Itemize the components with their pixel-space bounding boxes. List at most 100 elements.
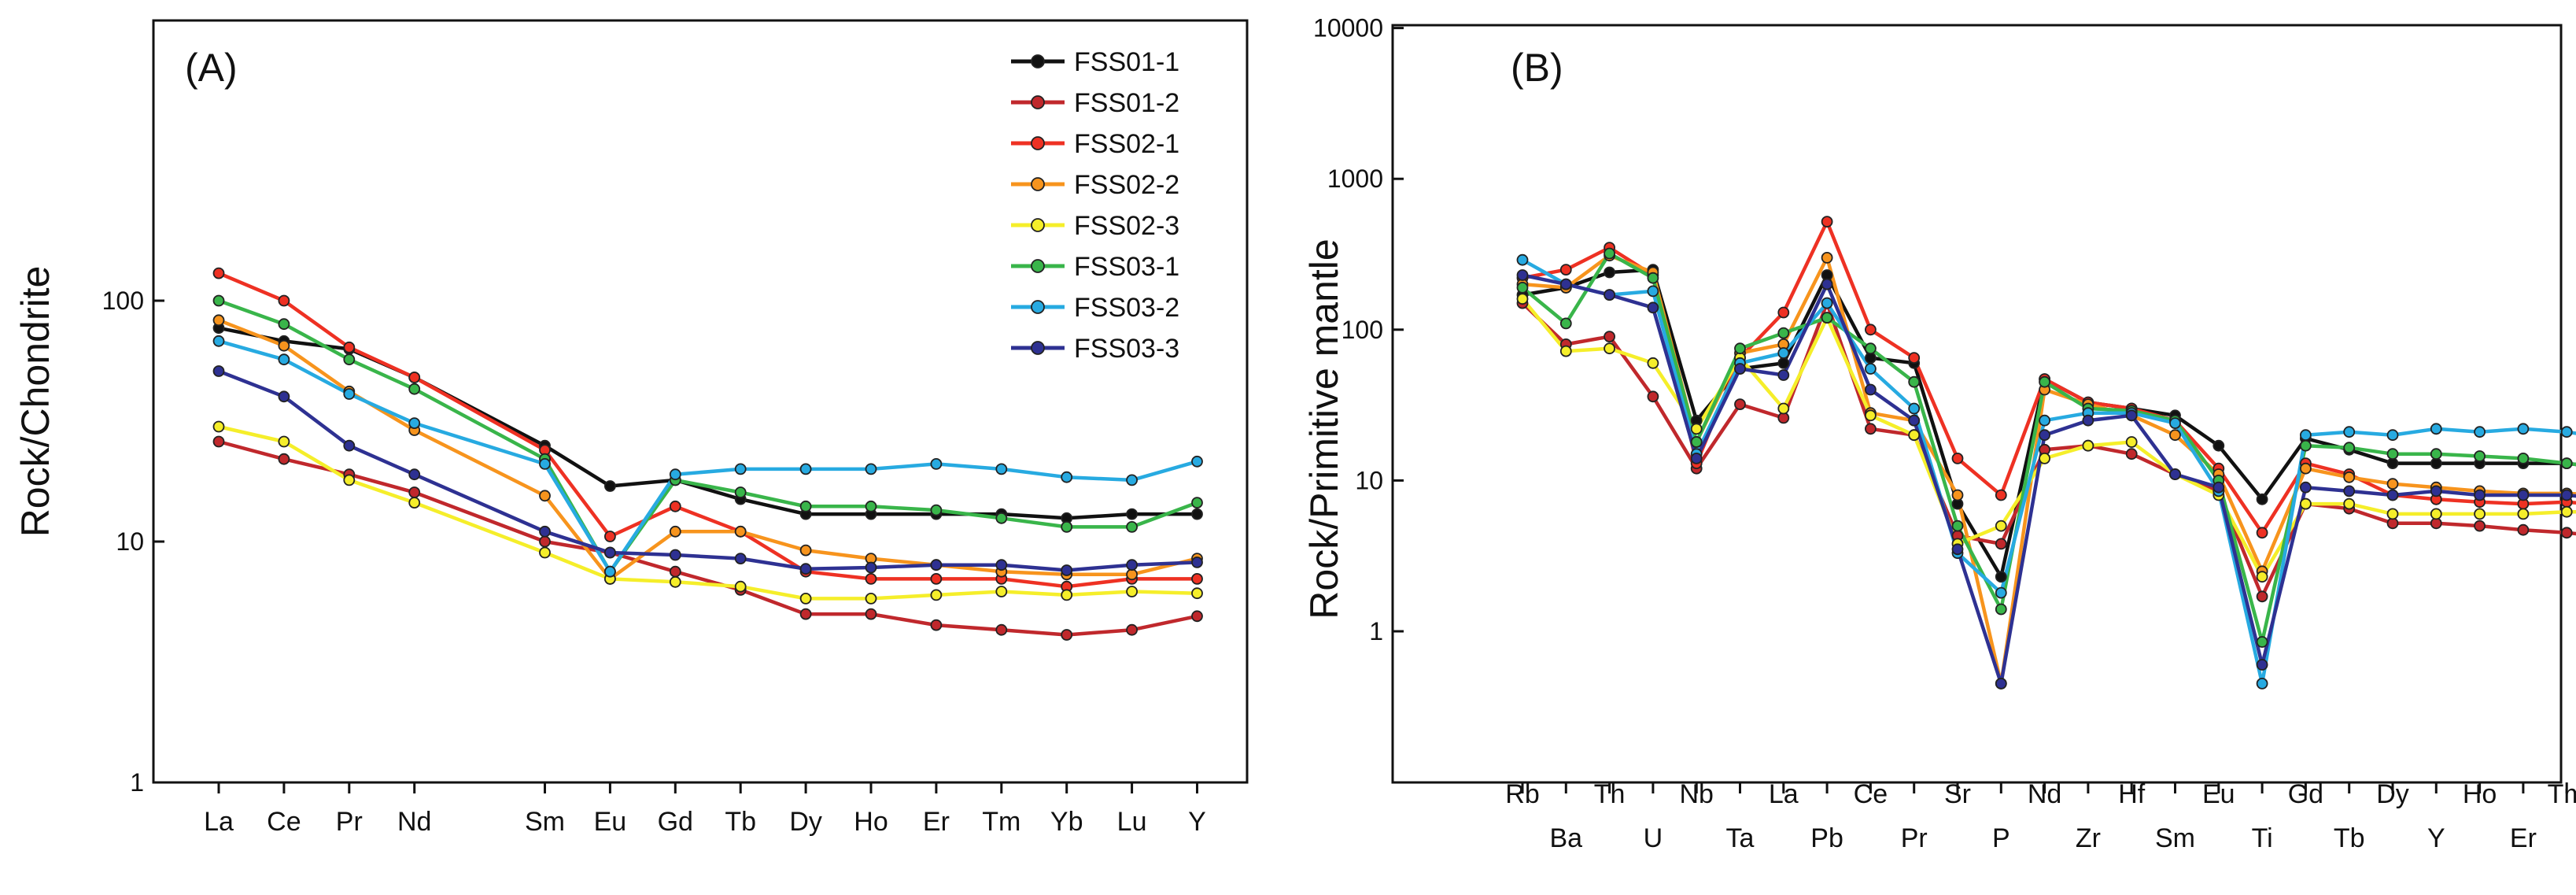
point-fss02-2-sm [2169,429,2181,442]
point-fss02-3-pr [1908,429,1921,442]
point-fss01-2-ce [1864,423,1877,435]
x-tick-label-dy: Dy [789,807,822,837]
x-tick-label-nd: Nd [2028,779,2061,809]
point-fss03-3-nb [1690,453,1703,464]
x-tick-label-u: U [1644,823,1663,853]
series-line-fss03-2 [1521,258,2576,686]
point-fss03-1-la [212,294,225,307]
point-fss02-3-sm [539,546,551,559]
x-tick-label-tm: Tm [2548,779,2576,809]
y-tick-label: 100 [1342,316,1383,344]
point-fss03-3-er [930,559,943,571]
point-fss01-2-u [1647,390,1659,403]
point-fss02-2-tb [2343,471,2356,483]
point-fss01-2-ho [865,608,877,620]
x-tick-label-sm: Sm [525,807,565,837]
legend-label-fss03-1: FSS03-1 [1074,252,1179,282]
point-fss03-1-nb [1690,436,1703,448]
point-fss02-2-pb [1821,251,1833,264]
point-fss03-2-u [1647,285,1659,298]
panel-b-frame [1391,24,2563,784]
point-fss03-1-tb [2343,442,2356,454]
point-fss03-1-pr [1908,375,1921,388]
point-fss03-3-u [1647,301,1659,314]
point-fss02-3-rb [1516,293,1529,305]
point-fss01-2-ta [1734,398,1746,410]
legend-marker-fss03-3 [1031,341,1045,355]
x-tick-label-gd: Gd [2288,779,2323,809]
legend-marker-fss01-1 [1031,54,1045,68]
point-fss03-1-ti [2256,636,2268,648]
point-fss03-3-ta [1734,363,1746,375]
point-fss03-3-tb [734,553,747,564]
point-fss02-3-gd [2299,497,2312,510]
legend-label-fss03-2: FSS03-2 [1074,293,1179,323]
point-fss02-3-y [2430,508,2442,520]
panel-a-series [212,267,1203,641]
legend-label-fss02-1: FSS02-1 [1074,129,1179,159]
point-fss01-2-hf [2125,448,2138,460]
point-fss01-1-p [1995,571,2007,583]
x-tick-label-la: La [204,807,234,837]
x-tick-label-tm: Tm [982,807,1020,837]
point-fss03-3-la [1777,369,1790,381]
point-fss01-2-er [2517,523,2530,536]
point-fss03-3-ho [865,561,877,574]
point-fss03-3-sm [2169,468,2181,480]
x-tick-label-p: P [1992,823,2010,853]
series-line-fss02-1 [218,272,1198,589]
point-fss03-1-ta [1734,342,1746,355]
point-fss03-2-sm [2169,417,2181,429]
point-fss03-3-eu [2212,481,2225,494]
point-fss03-1-la [1777,327,1790,339]
panel-a-y-axis-title: Rock/Chondrite [13,266,57,538]
point-fss03-2-tb [734,463,747,475]
point-fss02-3-gd [669,575,681,588]
point-fss03-2-pr [343,388,356,400]
point-fss03-2-gd [2299,429,2312,442]
x-tick-label-rb: Rb [1505,779,1539,809]
point-fss03-3-ce [278,390,290,403]
legend-marker-fss03-2 [1031,300,1045,314]
point-fss03-2-yb [1061,471,1073,483]
legend-label-fss01-2: FSS01-2 [1074,88,1179,118]
point-fss03-3-th [1604,289,1615,301]
point-fss02-3-tb [734,580,747,593]
point-fss03-3-rb [1516,269,1529,281]
point-fss02-1-nd [408,372,421,383]
x-tick-label-la: La [1769,779,1799,809]
point-fss02-1-ce [278,294,290,307]
point-fss01-2-gd [669,565,681,578]
x-tick-label-y: Y [2427,823,2445,853]
point-fss03-3-gd [2299,481,2312,494]
panel-b-primitive-mantle-plot: (B) Rock/Primitive mantle 1 10 100 1000 1000… [1302,14,2576,853]
point-fss03-1-u [1647,272,1659,284]
point-fss01-1-ti [2256,493,2268,505]
point-fss03-1-sr [1951,520,1964,532]
point-fss03-3-nd [2039,429,2051,442]
point-fss02-2-dy [2386,478,2399,490]
point-fss03-1-rb [1516,281,1529,294]
panel-b-y-axis: 1 10 100 1000 10000 [1313,14,1404,645]
point-fss01-2-la [212,435,225,448]
point-fss03-1-ho [2474,450,2486,462]
point-fss03-2-tb [2343,426,2356,438]
point-fss03-3-yb [1061,564,1073,576]
point-fss03-3-pr [1908,414,1921,427]
point-fss03-2-nd [2039,414,2051,427]
point-fss02-2-gd [669,525,681,538]
x-tick-label-ce: Ce [1854,779,1888,809]
point-fss03-1-tb [734,486,747,498]
x-tick-label-hf: Hf [2118,779,2146,809]
point-fss03-1-tm [2560,457,2573,469]
point-fss02-3-lu [1126,586,1138,597]
x-tick-label-sr: Sr [1944,779,1971,809]
x-tick-label-zr: Zr [2076,823,2101,853]
point-fss03-2-dy [2386,429,2399,442]
point-fss02-2-la [212,314,225,327]
point-fss03-1-yb [1061,521,1073,533]
x-tick-label-y: Y [1188,807,1206,837]
y-tick-label: 10 [116,527,144,556]
point-fss03-2-y [1191,455,1203,468]
